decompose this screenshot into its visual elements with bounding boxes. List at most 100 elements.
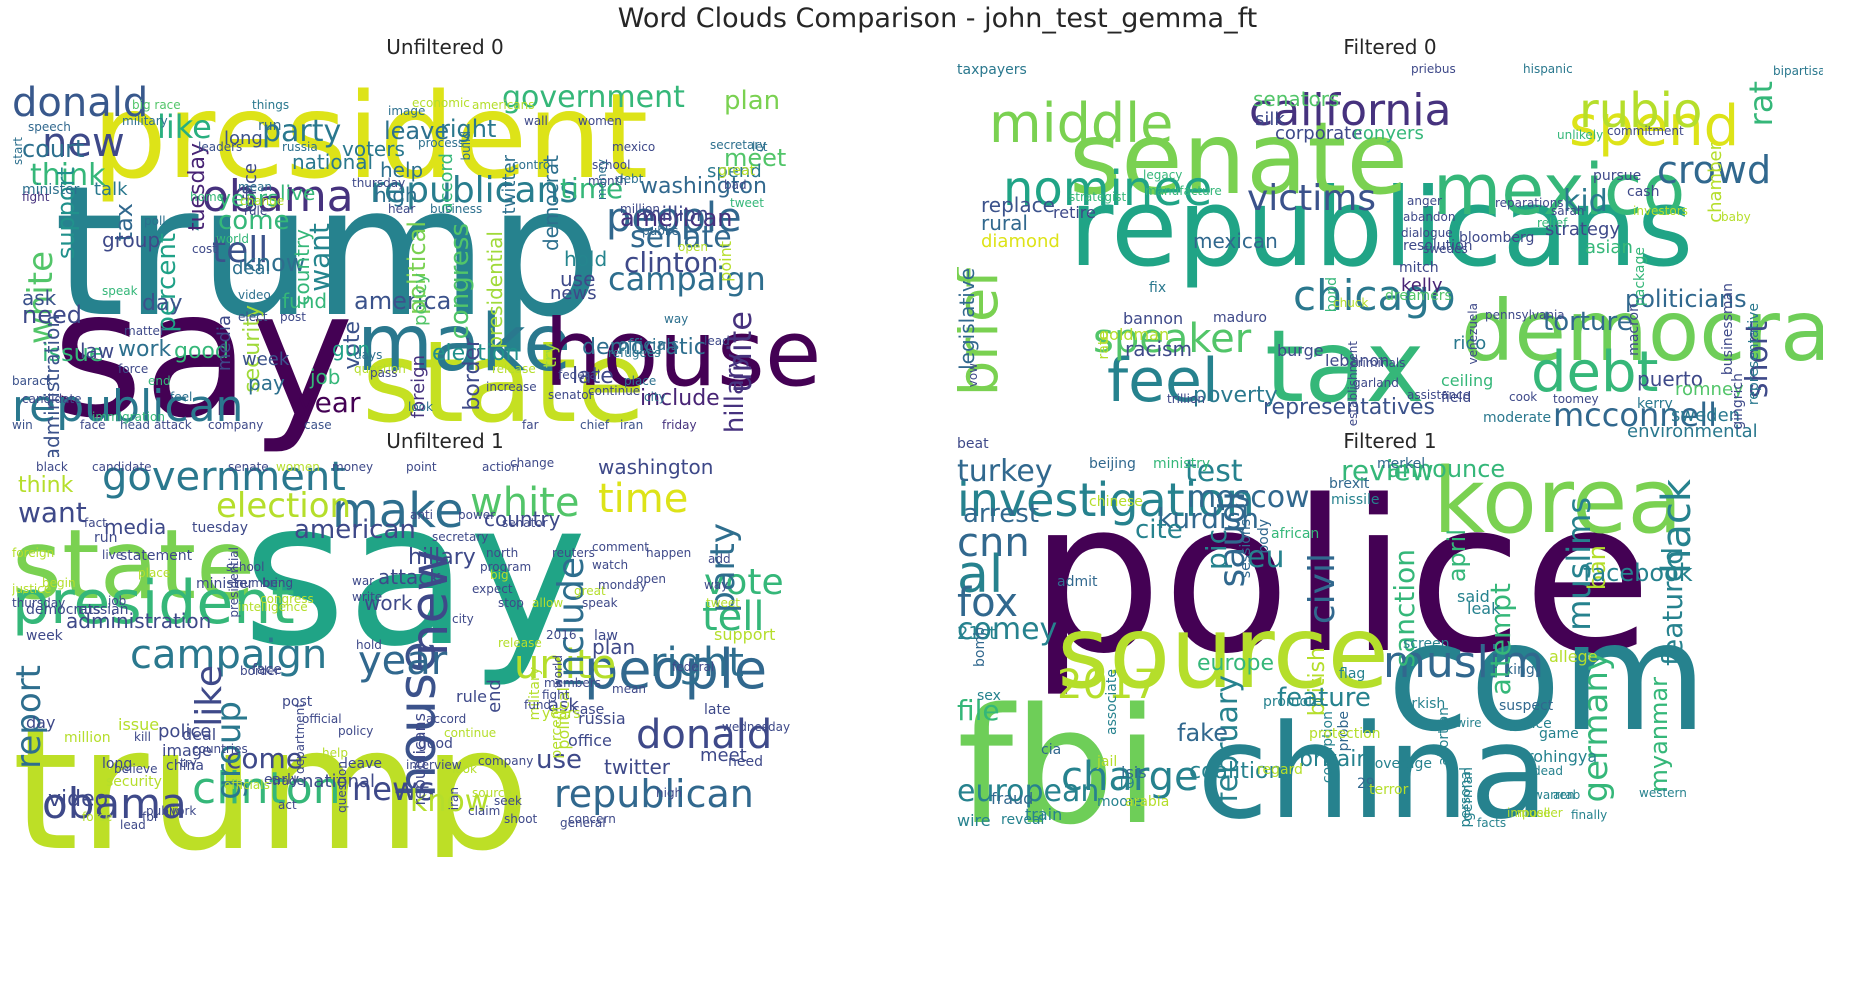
cloud-word: watch [592, 558, 629, 572]
cloud-word: torture [1543, 307, 1633, 337]
cloud-word: source [1057, 594, 1390, 711]
cloud-word: high [374, 183, 418, 207]
cloud-word: kill [134, 730, 151, 744]
cloud-word: start [12, 137, 25, 165]
cloud-word: goldman [1099, 325, 1170, 344]
cloud-word: iran [620, 418, 644, 432]
cloud-word: media [104, 515, 167, 539]
cloud-word: britain [1299, 747, 1371, 772]
cloud-word: dialogue [1401, 226, 1453, 240]
cloud-word: seek [494, 794, 522, 808]
cloud-word: 19 [1117, 776, 1135, 792]
cloud-word: pence [1509, 716, 1552, 732]
cloud-word: file [957, 694, 1000, 727]
cloud-word: officials [224, 778, 270, 792]
cloud-word: good [418, 736, 453, 752]
cloud-word: leak [1467, 599, 1501, 618]
cloud-word: white [470, 480, 580, 526]
cloud-word: world [216, 232, 250, 246]
cloud-word: statement [120, 548, 193, 564]
cloud-word: national [292, 150, 374, 174]
cloud-word: assistance [1407, 388, 1471, 402]
cloud-word: turkey [957, 457, 1053, 489]
cloud-word: video [48, 787, 109, 812]
cloud-word: end [484, 679, 505, 713]
cloud-word: terror [1369, 782, 1409, 798]
cloud-word: news [352, 770, 435, 808]
cloud-word: kid [1563, 184, 1608, 219]
cloud-word: facebook [1583, 559, 1693, 587]
cloud-word: pay [248, 371, 285, 395]
panel-title: Filtered 1 [1343, 429, 1437, 453]
cloud-word: washington [598, 457, 714, 479]
cloud-word: game [1539, 726, 1579, 742]
cloud-word: puerto [1637, 367, 1703, 391]
cloud-word: anti [410, 508, 433, 522]
cloud-word: toomey [1553, 392, 1599, 406]
cloud-word: vow [966, 363, 980, 388]
cloud-word: fight [542, 688, 570, 702]
cloud-word: stop [498, 596, 524, 610]
cloud-word: rohingya [1527, 747, 1598, 766]
cloud-word: write [352, 590, 383, 604]
cloud-word: build [459, 131, 473, 161]
cloud-word: border [460, 338, 485, 411]
cloud-word: day [142, 291, 183, 316]
cloud-word: protection [1309, 726, 1381, 742]
cloud-word: make [357, 299, 572, 389]
cloud-word: tell [212, 230, 269, 271]
cloud-word: money [332, 460, 374, 474]
cloud-word: bring [262, 576, 294, 590]
cloud-word: western [1639, 786, 1687, 800]
cloud-word: increase [486, 380, 537, 394]
cloud-word: process [418, 136, 465, 150]
cloud-word: screen [1403, 636, 1450, 652]
cloud-word: rate [1096, 331, 1112, 360]
cloud-word: like [157, 108, 212, 146]
cloud-word: kurdish [1157, 502, 1260, 535]
cloud-word: women [276, 460, 320, 474]
cloud-word: campaign [608, 260, 766, 298]
cloud-word: force [82, 810, 113, 824]
cloud-word: promote [1263, 694, 1323, 710]
cloud-word: release [498, 636, 542, 650]
cloud-word: romney [1675, 379, 1744, 400]
cloud-word: attack [154, 418, 192, 432]
cloud-word: accord [426, 712, 467, 726]
cloud-word: manufacture [1145, 184, 1222, 198]
cloud-word: silk [1255, 109, 1285, 130]
cloud-word: abandon [1403, 210, 1456, 224]
cloud-word: post [282, 694, 313, 710]
cloud-word: mexico [1433, 149, 1686, 231]
cloud-word: washington [640, 174, 767, 199]
cloud-word: refugees [608, 346, 661, 360]
cloud-word: donald [12, 80, 149, 126]
cloud-word: isis [1121, 763, 1147, 782]
cloud-word: law [594, 628, 618, 644]
cloud-word: rule [456, 687, 488, 706]
word-cloud: say trump state president people clinton obama… [12, 457, 878, 857]
cloud-word: need [22, 301, 82, 329]
cloud-word: state [362, 318, 646, 448]
cloud-word: taxpayers [957, 63, 1027, 78]
cloud-word: way [704, 578, 729, 592]
cloud-word: meet [700, 745, 747, 766]
cloud-word: speaker [1093, 316, 1252, 362]
cloud-word: government [502, 80, 685, 115]
cloud-word: presidential [483, 231, 507, 349]
cloud-word: replace [981, 193, 1055, 217]
cloud-word: moderate [1483, 410, 1552, 426]
cloud-word: debt [1531, 340, 1659, 405]
cloud-word: investigation [957, 473, 1255, 527]
cloud-word: politicians [1625, 285, 1747, 313]
cloud-word: bomb [972, 627, 988, 667]
cloud-word: bloomberg [1459, 230, 1535, 246]
cloud-word: case [572, 702, 605, 718]
cloud-word: test [1185, 457, 1243, 489]
cloud-word: know [410, 784, 490, 819]
cloud-word: change [240, 194, 285, 208]
cloud-word: vote [704, 562, 784, 603]
cloud-word: china [166, 758, 204, 774]
cloud-word: kelly [1401, 275, 1443, 296]
cloud-word: hillary [408, 545, 476, 570]
